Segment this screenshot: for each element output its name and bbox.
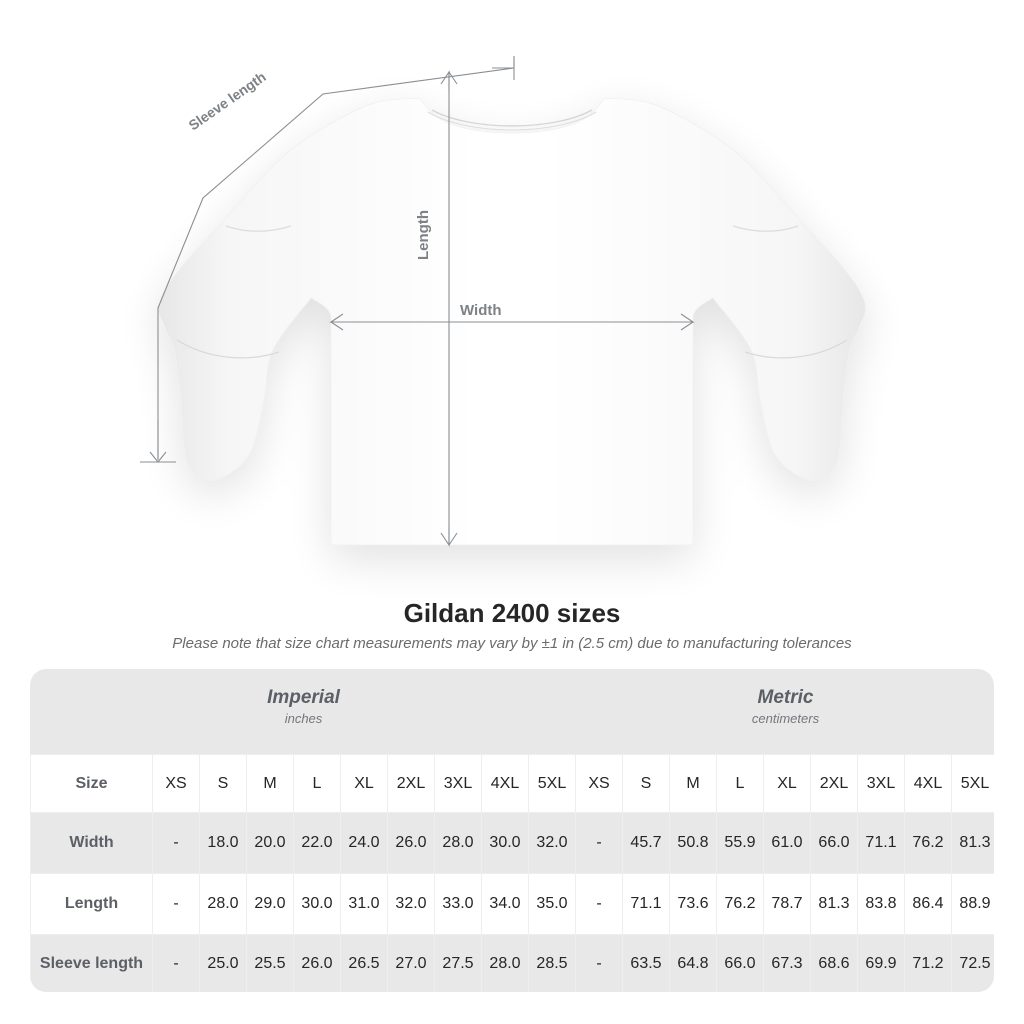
svg-text:Sleeve length: Sleeve length (186, 68, 269, 133)
svg-text:Length: Length (415, 210, 432, 260)
svg-text:Width: Width (460, 302, 502, 319)
